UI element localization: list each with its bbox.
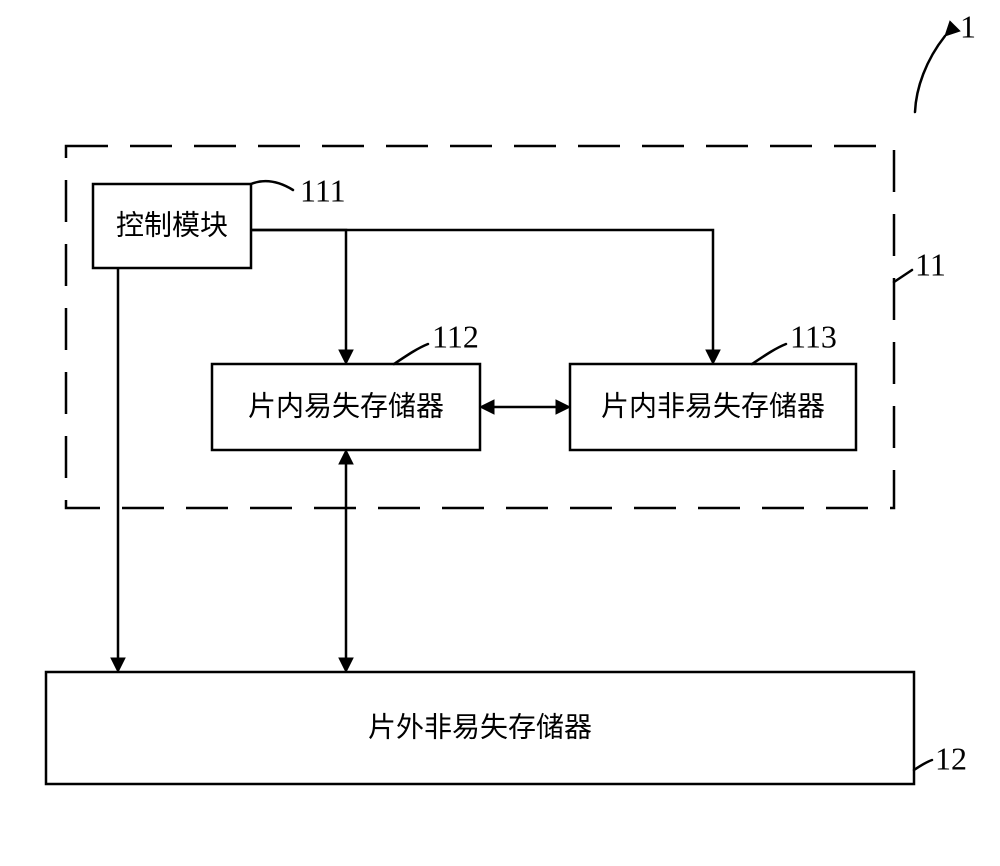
ref-label-l11: 11 <box>915 246 946 282</box>
box-b112-label: 片内易失存储器 <box>248 390 444 422</box>
leader-ld11 <box>894 270 912 282</box>
ref-label-l113: 113 <box>790 318 837 354</box>
pointer-1-curve <box>915 36 945 112</box>
leader-ld112 <box>394 344 428 364</box>
conn-112-113-head-l <box>480 400 494 414</box>
conn-111-113-head <box>706 350 720 364</box>
box-b113-label: 片内非易失存储器 <box>601 390 825 422</box>
ref-label-l12: 12 <box>935 740 967 776</box>
conn-112-12-head-b <box>339 658 353 672</box>
conn-112-12-head-t <box>339 450 353 464</box>
conn-111-12-head <box>111 658 125 672</box>
conn-111-112 <box>251 230 346 356</box>
leader-ld12 <box>914 760 932 770</box>
box-b111-label: 控制模块 <box>116 209 228 241</box>
ref-label-l111: 111 <box>300 172 346 208</box>
pointer-1-head <box>945 21 960 36</box>
leader-ld111 <box>251 181 293 190</box>
box-b12-label: 片外非易失存储器 <box>368 711 592 743</box>
leader-ld113 <box>752 344 786 364</box>
conn-112-113-head-r <box>556 400 570 414</box>
chip-boundary <box>66 146 894 508</box>
diagram-canvas: 控制模块片内易失存储器片内非易失存储器片外非易失存储器1111211111211… <box>0 0 1000 866</box>
conn-111-112-head <box>339 350 353 364</box>
ref-label-l1: 1 <box>960 8 976 44</box>
conn-111-113 <box>251 230 713 356</box>
ref-label-l112: 112 <box>432 318 479 354</box>
